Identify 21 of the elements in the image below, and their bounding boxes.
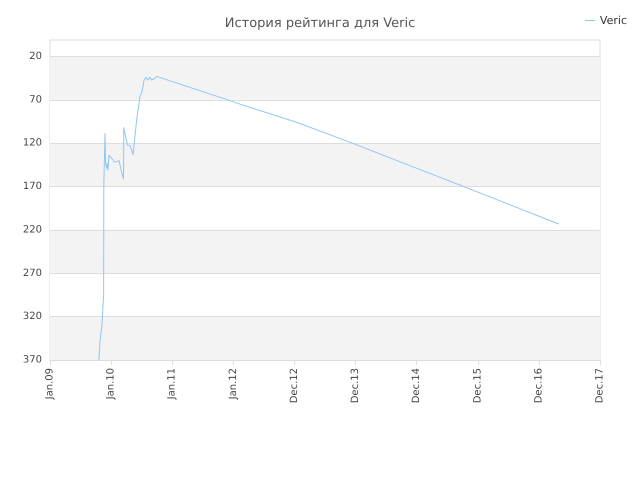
x-tick-label: Jan.09 — [44, 368, 56, 400]
line-series — [98, 76, 559, 360]
x-tick-label: Dec.15 — [472, 368, 484, 404]
y-tick-label: 270 — [22, 268, 42, 279]
x-tick-label: Dec.12 — [288, 368, 300, 404]
x-tick-label: Jan.12 — [228, 368, 239, 400]
legend-label: Veric — [600, 14, 628, 27]
x-tick-label: Jan.11 — [166, 368, 178, 400]
y-tick-label: 370 — [22, 354, 42, 366]
x-tick-label: Dec.13 — [350, 368, 362, 404]
x-tick-label: Dec.14 — [411, 368, 422, 404]
y-tick-label: 20 — [29, 50, 42, 62]
x-tick-label: Jan.10 — [106, 368, 117, 400]
y-tick-label: 170 — [22, 181, 42, 192]
y-tick-label: 70 — [29, 94, 42, 106]
y-tick-label: 120 — [22, 138, 42, 149]
chart-title: История рейтинга для Veric — [224, 16, 416, 31]
x-tick-label: Dec.17 — [594, 368, 606, 404]
x-tick-label: Dec.16 — [533, 368, 544, 404]
y-tick-label: 220 — [22, 224, 42, 236]
y-tick-label: 320 — [22, 311, 42, 322]
